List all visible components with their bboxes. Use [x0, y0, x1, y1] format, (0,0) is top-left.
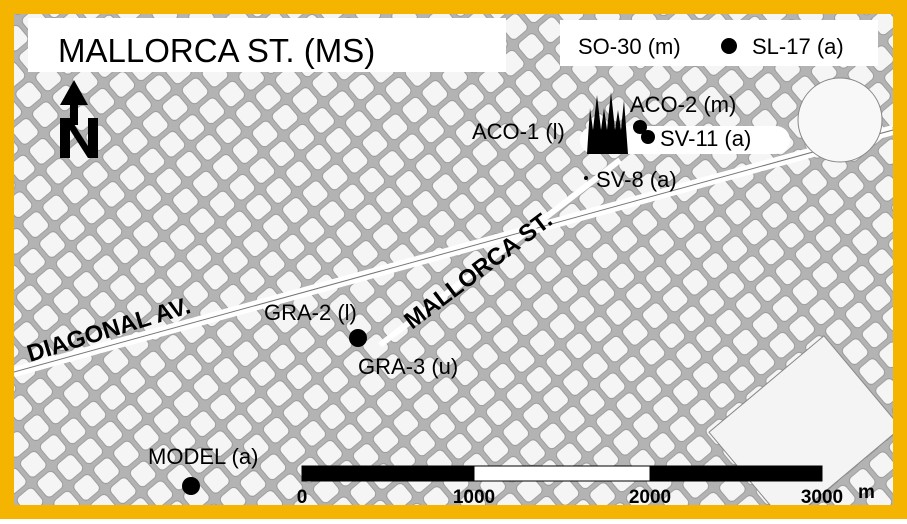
site-label: ACO-1 (l) — [472, 119, 565, 144]
page: MALLORCA ST. (MS) DIAGONAL AV. MALLORCA … — [0, 0, 907, 519]
site-marker — [584, 176, 588, 180]
site-marker — [349, 329, 367, 347]
scale-tick-label: 2000 — [629, 487, 671, 508]
site-marker — [721, 38, 737, 54]
site-marker — [641, 130, 655, 144]
site-label: GRA-3 (u) — [358, 354, 458, 379]
site-label: GRA-2 (l) — [264, 300, 357, 325]
scale-tick-label: 0 — [297, 487, 308, 508]
site-label: SV-8 (a) — [596, 167, 677, 192]
map: MALLORCA ST. (MS) DIAGONAL AV. MALLORCA … — [0, 0, 907, 519]
scale-tick-label: 3000 — [801, 487, 843, 508]
title: MALLORCA ST. (MS) — [58, 32, 375, 69]
site-label: MODEL (a) — [148, 444, 258, 469]
scale-tick-label: 1000 — [453, 487, 495, 508]
site-label: SL-17 (a) — [752, 34, 844, 59]
site-label: SV-11 (a) — [660, 126, 751, 151]
scale-unit: m — [858, 482, 875, 503]
site-marker — [182, 477, 200, 495]
site-label: SO-30 (m) — [578, 34, 681, 59]
site-label: ACO-2 (m) — [630, 92, 736, 117]
scale-bar — [302, 466, 822, 481]
